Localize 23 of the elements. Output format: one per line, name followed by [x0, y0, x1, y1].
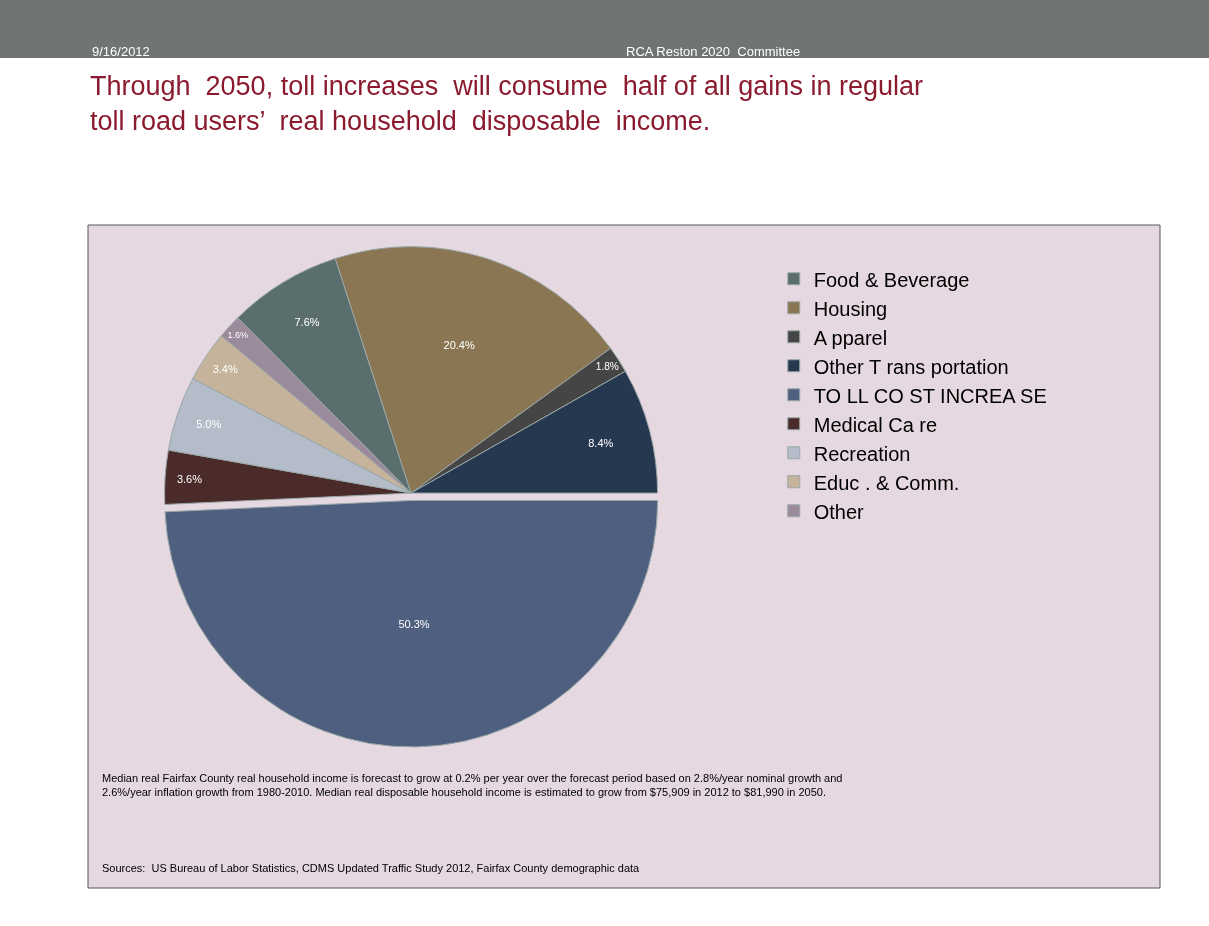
chart-title: Through 2050, toll increases will consume half of all gains in regular toll road users’ real household disposable income.: [90, 71, 923, 137]
data-label: 1.6%: [227, 329, 249, 340]
source-note: Sources: US Bureau of Labor Statistics, CDMS Updated Traffic Study 2012, Fairfax County demographic data: [102, 862, 641, 874]
legend-label: Educ . & Comm.: [813, 471, 960, 494]
legend-label: A pparel: [813, 326, 888, 349]
data-label: 1.8%: [595, 361, 619, 373]
data-label: 7.6%: [294, 316, 320, 329]
legend-label: Recreation: [813, 442, 911, 465]
legend-label: Housing: [813, 297, 888, 320]
data-label: 3.4%: [212, 363, 238, 376]
text: RCA Reston 2020 Committee: [626, 44, 801, 59]
data-label: 3.6%: [176, 472, 203, 485]
data-label: 5.0%: [196, 417, 222, 430]
legend-label: TO LL CO ST INCREA SE: [813, 384, 1047, 407]
legend-label: Food & Beverage: [813, 268, 970, 291]
text: Median real Fairfax County real household income is forecast to grow at 0.2% per year over the forecast period based on 2.8%/year nominal growth and 2.6%/year inflation growth from 1980-2010. Median real disposable household income is estimated to grow from $75,909 in 2012 to $81,990 in 2050.: [102, 772, 843, 799]
data-label: 50.3%: [398, 617, 430, 630]
data-label: 8.4%: [588, 436, 614, 449]
legend-label: Other: [813, 500, 865, 523]
text: 9/16/2012: [92, 44, 150, 59]
legend-label: Medical Ca re: [813, 413, 938, 436]
legend-label: Other T rans portation: [813, 355, 1009, 378]
data-label: 20.4%: [443, 339, 475, 352]
